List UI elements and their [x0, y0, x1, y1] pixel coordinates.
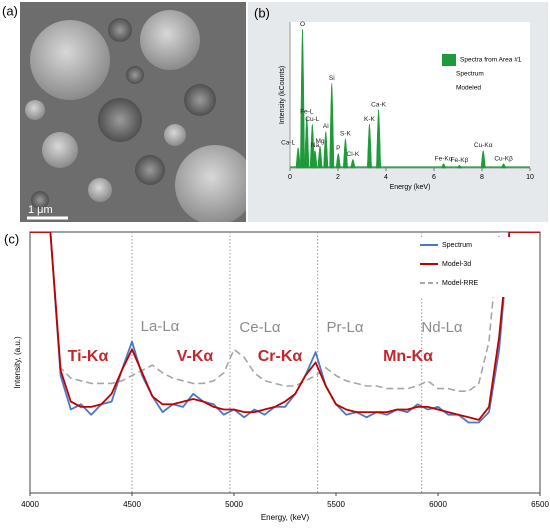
- peak: [317, 145, 323, 169]
- legend-label: Model-RRE: [442, 280, 479, 287]
- series-line: [30, 232, 540, 421]
- peak-label: Cu-Kα: [474, 142, 493, 149]
- annotation: Mn-Kα: [383, 348, 433, 365]
- peak: [480, 150, 486, 169]
- peak-label: Cl-K: [347, 151, 360, 158]
- legend-label: Spectra from Area #1: [460, 57, 522, 64]
- peak: [329, 83, 335, 169]
- x-tick-label: 2: [336, 174, 340, 181]
- panel-label: (b): [254, 5, 270, 20]
- peak: [501, 163, 507, 169]
- y-axis-label: Intensity (kCounts): [279, 66, 286, 124]
- legend-label: Model-3d: [442, 261, 471, 268]
- peak: [295, 147, 301, 169]
- x-tick-label: 6500: [531, 500, 549, 509]
- peak: [441, 163, 447, 169]
- legend-label: Modeled: [456, 85, 481, 92]
- x-tick-label: 8: [480, 174, 484, 181]
- x-tick-label: 0: [288, 174, 292, 181]
- annotation: Cr-Kα: [258, 348, 303, 365]
- peak: [335, 153, 341, 169]
- peak: [350, 158, 356, 169]
- peak: [309, 123, 315, 169]
- legend-label: Spectrum: [442, 242, 472, 249]
- peak-label: Ca-K: [371, 101, 386, 108]
- x-axis-label: Energy (keV): [390, 184, 431, 191]
- peak-label: Ca-L: [281, 139, 295, 146]
- legend-swatch: [442, 54, 456, 66]
- micrograph: 1 μm: [20, 2, 246, 222]
- peak-label: S-K: [340, 131, 352, 138]
- peak: [300, 29, 305, 169]
- annotation: Nd-Lα: [421, 319, 463, 336]
- peak-label: P: [336, 145, 340, 152]
- panel-label: (c): [4, 231, 19, 246]
- annotation: Pr-Lα: [326, 319, 363, 336]
- peak-label: Na: [311, 142, 320, 149]
- annotation: La-Lα: [141, 318, 180, 335]
- scale-bar: 1 μm: [28, 204, 53, 216]
- x-axis-label: Energy, (keV): [261, 513, 310, 522]
- annotation: Ti-Kα: [68, 348, 109, 365]
- legend-label: Spectrum: [456, 71, 484, 78]
- x-tick-label: 4000: [21, 500, 39, 509]
- peak: [304, 116, 310, 169]
- peak-label: Cu-L: [305, 116, 319, 123]
- annotation: Ce-Lα: [239, 319, 281, 336]
- peak-label: Si: [329, 75, 335, 82]
- peak: [456, 164, 463, 169]
- peak-label: O: [300, 21, 305, 28]
- annotation: V-Kα: [177, 348, 214, 365]
- peak: [342, 138, 348, 169]
- x-tick-label: 6: [432, 174, 436, 181]
- peak-label: Cu-Kβ: [494, 155, 513, 162]
- peak-label: Mg: [315, 138, 324, 145]
- panel-label: (a): [2, 3, 18, 18]
- peak-label: Al: [323, 123, 329, 130]
- x-tick-label: 4: [384, 174, 388, 181]
- peak: [312, 150, 318, 169]
- x-tick-label: 6000: [429, 500, 447, 509]
- x-tick-label: 4500: [123, 500, 141, 509]
- y-axis-label: Intensity, (a.u.): [13, 336, 22, 389]
- peak-label: Fe-Kα: [435, 155, 453, 162]
- x-tick-label: 5500: [327, 500, 345, 509]
- x-tick-label: 5000: [225, 500, 243, 509]
- peak-label: K-K: [364, 116, 376, 123]
- peak: [366, 123, 372, 169]
- peak: [376, 109, 382, 169]
- plot-lines: [30, 232, 540, 424]
- legend-box: [414, 237, 514, 297]
- peak-label: Fe-L: [300, 109, 314, 116]
- x-tick-label: 10: [526, 174, 534, 181]
- peak: [323, 131, 329, 169]
- peak-label: Fe-Kβ: [451, 157, 469, 164]
